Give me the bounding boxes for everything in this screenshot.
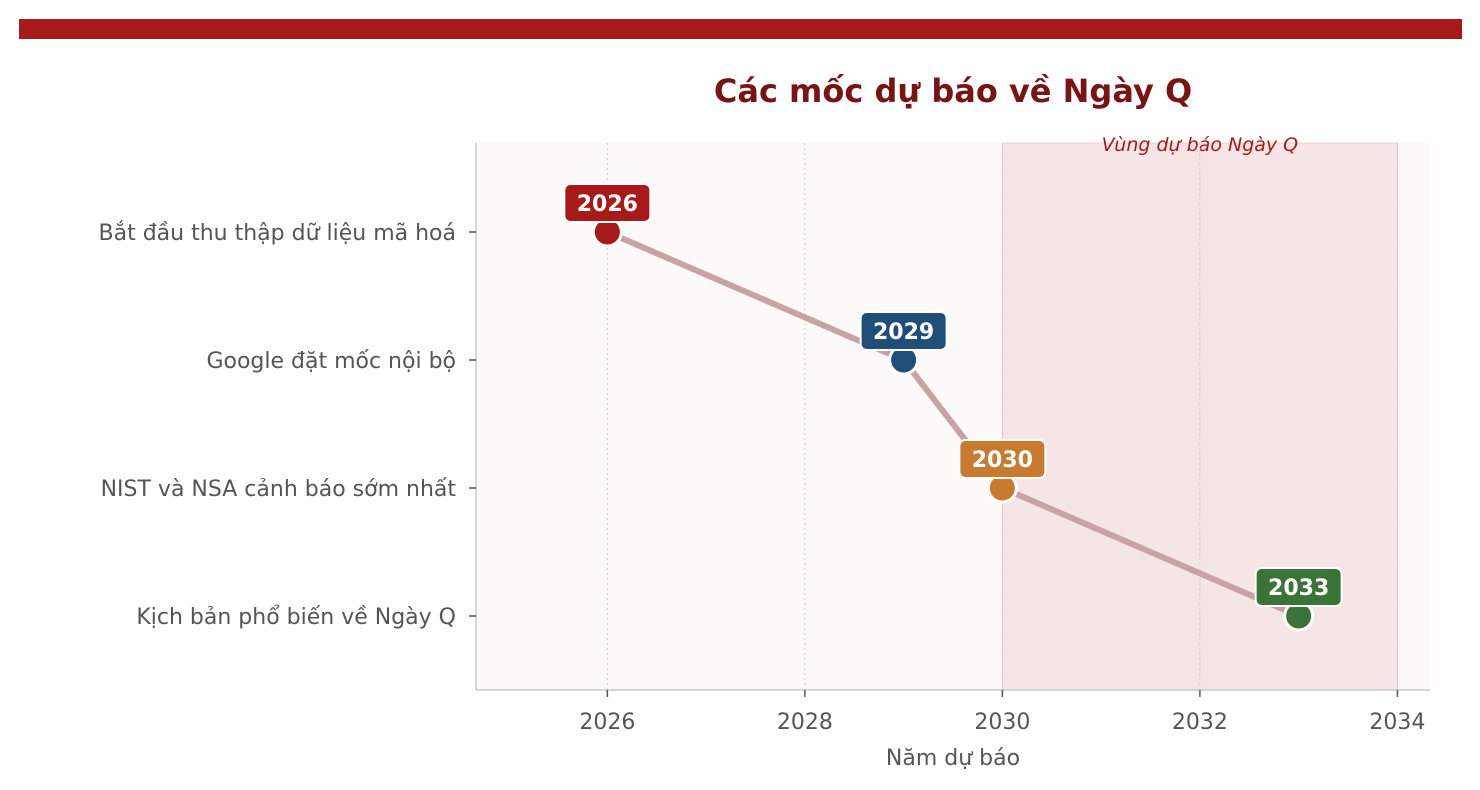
y-tick-label: Bắt đầu thu thập dữ liệu mã hoá: [99, 221, 456, 246]
y-tick-label: Kịch bản phổ biến về Ngày Q: [136, 605, 456, 630]
x-tick-label: 2026: [579, 710, 635, 735]
top-accent-bar: [19, 19, 1462, 39]
data-label-box: [563, 183, 652, 223]
x-tick-label: 2028: [777, 710, 833, 735]
x-tick-label: 2030: [974, 710, 1030, 735]
data-label-box: [859, 311, 948, 351]
data-label: 2033: [1268, 576, 1329, 601]
forecast-region: [1002, 143, 1398, 690]
data-label: 2030: [972, 448, 1033, 473]
data-label-box: [1254, 567, 1343, 607]
chart-title: Các mốc dự báo về Ngày Q: [713, 72, 1193, 110]
data-label-box: [958, 439, 1047, 479]
series-line: [604, 229, 1302, 619]
y-tick-label: NIST và NSA cảnh báo sớm nhất: [101, 477, 457, 502]
data-label: 2029: [873, 320, 934, 345]
x-tick-label: 2032: [1172, 710, 1228, 735]
y-tick-label: Google đặt mốc nội bộ: [206, 349, 456, 374]
x-axis-title: Năm dự báo: [886, 746, 1020, 771]
x-tick-label: 2034: [1369, 710, 1425, 735]
data-label: 2026: [577, 192, 638, 217]
